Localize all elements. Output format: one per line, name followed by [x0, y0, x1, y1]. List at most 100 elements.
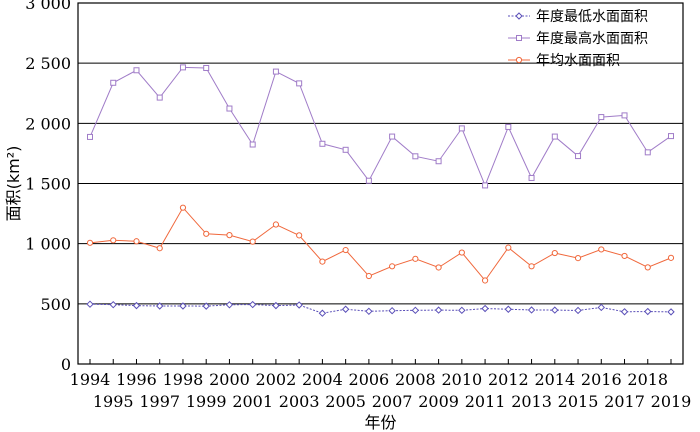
x-tick-label: 2016: [581, 370, 622, 389]
data-point: [179, 302, 187, 310]
x-tick-label: 2004: [302, 370, 343, 389]
data-point: [668, 133, 674, 140]
data-point: [342, 246, 349, 254]
data-point: [365, 177, 372, 184]
data-point: [621, 252, 628, 260]
data-point: [319, 258, 326, 265]
data-point: [110, 79, 117, 86]
x-tick-label: 2015: [558, 392, 599, 411]
data-point: [226, 232, 233, 239]
data-point: [295, 301, 303, 309]
data-point: [505, 244, 512, 251]
y-tick-label: 1 500: [25, 175, 71, 194]
data-point: [133, 238, 140, 245]
x-tick-label: 1998: [163, 370, 204, 389]
data-point: [226, 105, 233, 112]
data-point: [203, 230, 210, 237]
data-point: [504, 305, 513, 313]
legend-marker-0: [515, 12, 523, 20]
data-point: [248, 300, 257, 309]
x-tick-label: 1995: [93, 392, 134, 411]
data-point: [458, 125, 465, 132]
y-axis-ticks: 0 500 1 000 1 500 2 000 2 500 3 000: [25, 0, 71, 374]
data-point: [272, 68, 279, 75]
data-point: [225, 301, 234, 309]
data-point: [389, 263, 396, 270]
data-point: [156, 302, 164, 310]
data-point: [435, 158, 442, 165]
series-layer: [86, 64, 675, 317]
data-point: [179, 64, 186, 71]
y-tick-label: 0: [61, 355, 71, 374]
data-point: [110, 237, 117, 244]
data-point: [621, 112, 628, 119]
y-tick-label: 500: [40, 295, 71, 314]
data-point: [620, 308, 629, 316]
data-point: [667, 254, 675, 261]
data-point: [435, 264, 442, 271]
data-point: [597, 303, 605, 312]
data-point: [644, 307, 652, 316]
data-point: [551, 133, 558, 140]
data-point: [551, 306, 559, 314]
data-point: [341, 305, 350, 313]
data-point: [644, 149, 651, 156]
data-point: [86, 300, 94, 308]
data-point: [202, 302, 210, 310]
data-point: [667, 308, 675, 316]
data-point: [458, 306, 466, 315]
legend-label-0: 年度最低水面面积: [536, 9, 648, 25]
x-tick-label: 2009: [418, 392, 459, 411]
x-tick-label: 2005: [325, 392, 366, 411]
x-tick-label: 2019: [651, 392, 692, 411]
y-tick-label: 1 000: [25, 235, 71, 254]
data-point: [551, 249, 558, 257]
data-point: [527, 306, 536, 314]
x-tick-label: 2006: [349, 370, 390, 389]
x-tick-label: 1996: [116, 370, 157, 389]
x-tick-label: 2000: [209, 370, 250, 389]
data-point: [434, 306, 443, 314]
x-tick-label: 2001: [232, 392, 273, 411]
data-point: [365, 272, 372, 280]
data-point: [598, 114, 605, 121]
data-point: [412, 153, 419, 160]
data-point: [132, 301, 141, 310]
gridlines: [78, 62, 683, 305]
series-line-2: [89, 206, 672, 282]
x-axis-ticks: 1994 1995 1996 1997 1998 1999 2000 2001 2002 2003…: [70, 359, 692, 411]
x-tick-label: 2012: [488, 370, 529, 389]
data-point: [481, 304, 489, 313]
x-axis-title: 年份: [364, 413, 396, 432]
y-axis-title: 面积(km²): [4, 146, 23, 222]
data-point: [272, 301, 280, 310]
data-point: [598, 246, 605, 253]
data-point: [365, 307, 373, 316]
data-point: [575, 153, 582, 160]
data-point: [412, 255, 419, 262]
x-tick-label: 2007: [372, 392, 413, 411]
x-tick-label: 2018: [627, 370, 668, 389]
plot-frame: [77, 2, 684, 365]
data-point: [389, 133, 396, 140]
data-point: [296, 232, 303, 239]
x-tick-label: 2010: [441, 370, 482, 389]
series-line-0: [89, 303, 672, 314]
data-point: [109, 300, 117, 309]
data-point: [505, 123, 512, 130]
data-point: [133, 67, 140, 74]
data-point: [528, 174, 535, 181]
series-1: [87, 64, 674, 189]
data-point: [179, 204, 187, 211]
data-point: [87, 133, 93, 140]
x-tick-label: 2002: [256, 370, 297, 389]
series-0: [86, 300, 675, 317]
data-point: [249, 141, 256, 148]
x-tick-label: 1997: [139, 392, 180, 411]
data-point: [318, 309, 327, 317]
y-tick-label: 3 000: [25, 0, 71, 13]
data-point: [574, 255, 582, 262]
data-point: [458, 249, 465, 256]
